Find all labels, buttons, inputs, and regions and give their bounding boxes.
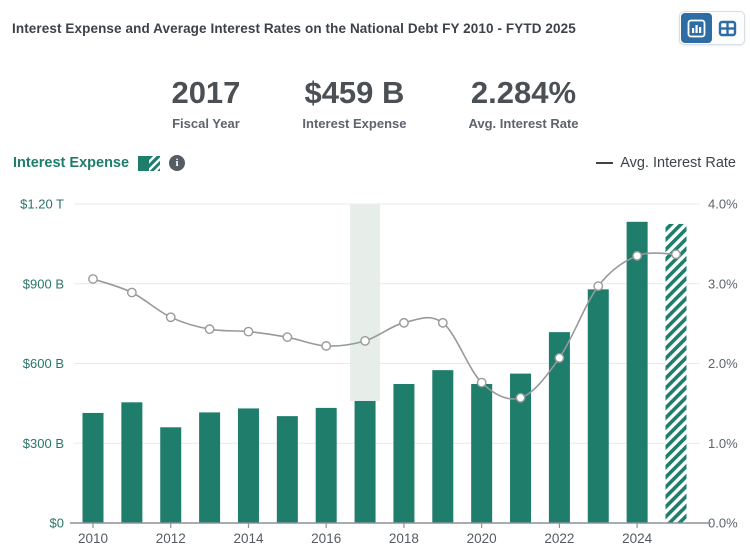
chart-view-button[interactable]: [681, 13, 712, 43]
rate-point-2025[interactable]: [671, 249, 681, 260]
bar-2011[interactable]: [121, 402, 143, 523]
chart-canvas[interactable]: $1.20 T 4.0% $900 B 3.0% $600 B 2.0% $300 B 1.0…: [0, 190, 750, 558]
bar-2012[interactable]: [160, 427, 182, 523]
x-axis-label: 2018: [389, 531, 419, 546]
avg-rate-line: [92, 252, 677, 400]
rate-point-2012[interactable]: [165, 312, 176, 323]
rate-point-2024[interactable]: [632, 250, 643, 261]
bar-2019[interactable]: [432, 370, 454, 523]
rate-point-2021[interactable]: [515, 392, 526, 403]
legend-avg-rate-label: Avg. Interest Rate: [620, 155, 736, 171]
rate-point-2013[interactable]: [204, 324, 215, 335]
swatch-solid-half: [138, 155, 150, 171]
legend-interest-expense-label: Interest Expense: [13, 155, 130, 171]
view-toggle: [679, 11, 745, 45]
bar-chart-icon: [687, 19, 706, 37]
fiscal-year-label: Fiscal Year: [172, 116, 240, 131]
bar-2013[interactable]: [199, 412, 221, 523]
x-axis-label: 2024: [622, 531, 653, 546]
rate-point-2020[interactable]: [476, 377, 487, 388]
x-axis-label: 2010: [78, 531, 108, 546]
rate-point-2022[interactable]: [554, 353, 565, 363]
x-axis-label: 2022: [544, 531, 574, 546]
left-axis-tick: $600 B: [23, 356, 64, 371]
legend-avg-rate: Avg. Interest Rate: [596, 155, 736, 171]
selected-year-band: [350, 204, 381, 401]
avg-rate-value: 2.284%: [470, 75, 577, 110]
info-icon[interactable]: i: [169, 155, 186, 171]
bar-2021[interactable]: [510, 373, 532, 523]
table-view-button[interactable]: [712, 13, 743, 43]
bar-2015[interactable]: [276, 416, 298, 523]
rate-point-2023[interactable]: [593, 281, 604, 292]
rate-point-2019[interactable]: [437, 317, 448, 328]
interest-expense-value: $459 B: [304, 75, 405, 110]
left-axis-tick: $300 B: [23, 436, 64, 451]
x-axis-label: 2016: [311, 531, 341, 546]
summary-stats: 2017 Fiscal Year $459 B Interest Expense…: [0, 75, 750, 132]
right-axis-tick: 4.0%: [708, 197, 738, 212]
right-axis-tick: 3.0%: [708, 276, 738, 291]
rate-point-2016[interactable]: [321, 341, 332, 351]
table-icon: [718, 20, 737, 36]
rate-point-2014[interactable]: [243, 326, 254, 337]
x-axis-label: 2014: [233, 531, 264, 546]
rate-point-2010[interactable]: [88, 274, 98, 284]
bar-2023[interactable]: [587, 289, 609, 523]
bar-2016[interactable]: [315, 407, 337, 523]
right-axis-tick: 1.0%: [708, 436, 738, 451]
bar-2020[interactable]: [471, 383, 493, 523]
swatch-hatched-half: [149, 155, 161, 171]
rate-point-2018[interactable]: [399, 317, 409, 328]
rate-point-2011[interactable]: [126, 287, 137, 298]
bar-2024[interactable]: [626, 221, 648, 523]
legend-interest-expense: Interest Expense i: [13, 155, 186, 171]
bar-2017[interactable]: [354, 400, 376, 523]
bar-2022[interactable]: [548, 332, 570, 523]
x-axis-label: 2020: [467, 531, 497, 546]
bar-2018[interactable]: [393, 383, 415, 523]
interest-expense-label: Interest Expense: [302, 116, 407, 131]
chart-legend: Interest Expense i Avg. Interest Rate: [13, 151, 736, 175]
left-axis-tick: $1.20 T: [20, 197, 64, 212]
fiscal-year-value: 2017: [171, 75, 241, 110]
line-swatch-icon: [596, 161, 614, 165]
rate-point-2015[interactable]: [282, 332, 293, 343]
left-axis-tick: $0: [50, 516, 64, 531]
bar-2014[interactable]: [237, 408, 259, 523]
rate-point-2017[interactable]: [360, 335, 370, 346]
header: Interest Expense and Average Interest Ra…: [0, 0, 750, 56]
stat-avg-rate: 2.284% Avg. Interest Rate: [468, 75, 579, 132]
stat-fiscal-year: 2017 Fiscal Year: [171, 75, 241, 132]
right-axis-tick: 0.0%: [708, 516, 738, 531]
page-title: Interest Expense and Average Interest Ra…: [12, 21, 576, 36]
stat-interest-expense: $459 B Interest Expense: [302, 75, 407, 132]
avg-rate-label: Avg. Interest Rate: [468, 116, 579, 131]
left-axis-tick: $900 B: [23, 276, 64, 291]
interest-expense-swatch: [138, 155, 161, 171]
x-axis-label: 2012: [156, 531, 186, 546]
right-axis-tick: 2.0%: [708, 356, 738, 371]
bar-2010[interactable]: [82, 412, 104, 523]
bar-2025[interactable]: [665, 223, 687, 523]
